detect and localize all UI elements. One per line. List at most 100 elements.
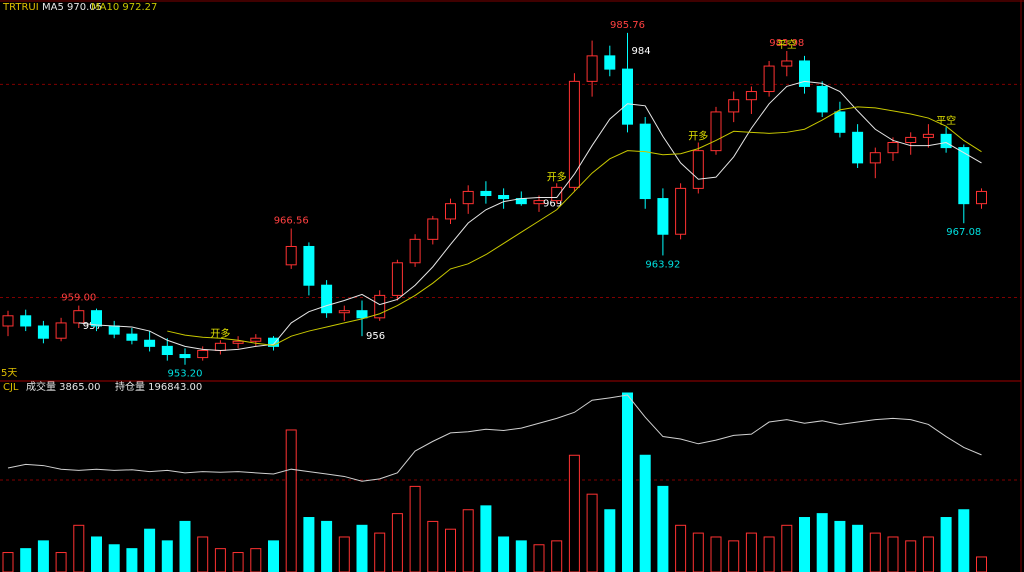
candle-body: [887, 142, 899, 154]
volume-bar: [869, 532, 881, 572]
candle-body: [675, 187, 687, 235]
volume-bar: [214, 548, 226, 572]
volume-bar: [551, 540, 563, 572]
volume-bar: [108, 544, 120, 572]
volume-bar: [126, 548, 138, 572]
high-label: 966.56: [274, 216, 309, 227]
candle-body: [816, 85, 828, 113]
candle-body: [799, 60, 810, 87]
candle-body: [498, 195, 510, 200]
price-label: 956: [366, 331, 385, 342]
volume-bar: [179, 520, 191, 572]
candle-body: [551, 186, 563, 202]
candle-body: [834, 111, 846, 133]
candle-body: [356, 310, 368, 319]
volume-bar: [816, 513, 828, 572]
volume-bar: [55, 552, 67, 572]
signal-label: 开多: [688, 130, 708, 143]
volume-bar: [144, 528, 156, 572]
ma10-label: MA10 972.27: [91, 2, 157, 13]
volume-bar: [799, 517, 810, 572]
candle-body: [108, 325, 120, 335]
low-label: 963.92: [645, 259, 680, 270]
volume-bar: [533, 544, 545, 572]
candle-body: [20, 315, 32, 327]
candle-body: [338, 310, 350, 314]
volume-bar: [321, 520, 333, 572]
candle-body: [144, 339, 156, 347]
volume-bar: [745, 532, 757, 572]
candle-body: [976, 190, 987, 205]
high-label: 985.76: [610, 20, 645, 31]
volume-bar: [427, 520, 439, 572]
volume-bar: [445, 528, 456, 572]
volume-bar: [639, 454, 651, 572]
symbol[interactable]: TRTRUI: [2, 2, 39, 13]
candle-body: [374, 294, 386, 319]
volume-bar: [887, 536, 899, 572]
volume-bar: [480, 505, 492, 572]
price-label: 957: [83, 321, 102, 332]
high-label: 983.98: [769, 38, 804, 49]
volume-bar: [834, 520, 846, 572]
candle-body: [940, 133, 952, 149]
volume-bar: [498, 536, 510, 572]
indicator[interactable]: CJL: [3, 382, 19, 393]
candle-body: [2, 315, 14, 327]
volume-bar: [657, 485, 669, 572]
candle-body: [922, 133, 934, 138]
volume-bar: [232, 552, 244, 572]
candle-body: [214, 342, 226, 351]
volume-bar: [268, 540, 279, 572]
candle-body: [285, 245, 297, 266]
candle-body: [728, 99, 740, 113]
period-label: 5天: [1, 368, 17, 379]
volume-bar: [374, 532, 386, 572]
volume-bar: [622, 392, 633, 572]
candle-body: [958, 147, 970, 205]
candle-body: [55, 322, 67, 339]
volume-bar: [73, 524, 85, 572]
candle-body: [781, 60, 793, 67]
candle-body: [427, 218, 439, 240]
candle-body: [622, 68, 633, 125]
candle-body: [568, 80, 580, 188]
candle-body: [639, 123, 651, 200]
high-label: 959.00: [61, 293, 96, 304]
price-label: 969: [543, 199, 562, 210]
candle-body: [197, 349, 209, 359]
signal-label: 平空: [777, 38, 797, 51]
candle-body: [710, 111, 722, 152]
ma5-label: MA5 970.05: [42, 2, 102, 13]
candle-body: [604, 55, 616, 70]
signal-label: 平空: [936, 114, 956, 127]
candle-body: [586, 55, 598, 82]
volume-bar: [604, 509, 616, 572]
candle-body: [321, 284, 333, 314]
candle-body: [533, 200, 545, 205]
volume-bar: [285, 429, 297, 572]
ma5-line: [78, 80, 982, 351]
candle-body: [179, 354, 191, 359]
candle-body: [657, 198, 669, 235]
volume-bar: [91, 536, 102, 572]
volume-bar: [852, 524, 864, 572]
candle-body: [445, 203, 456, 220]
candle-body: [91, 310, 102, 327]
candle-body: [462, 190, 474, 205]
volume-bar: [161, 540, 173, 572]
candle-body: [763, 65, 775, 93]
volume-bar: [763, 536, 775, 572]
candle-body: [126, 333, 138, 341]
volume-bar: [728, 540, 740, 572]
volume-bar: [391, 513, 403, 572]
volume-bar: [586, 493, 598, 572]
volume-bar: [940, 517, 952, 572]
candle-body: [232, 340, 244, 344]
candle-body: [409, 238, 421, 264]
candle-body: [303, 245, 315, 286]
volume-label: 成交量 3865.00: [26, 380, 101, 393]
signal-label: 开多: [210, 327, 230, 340]
